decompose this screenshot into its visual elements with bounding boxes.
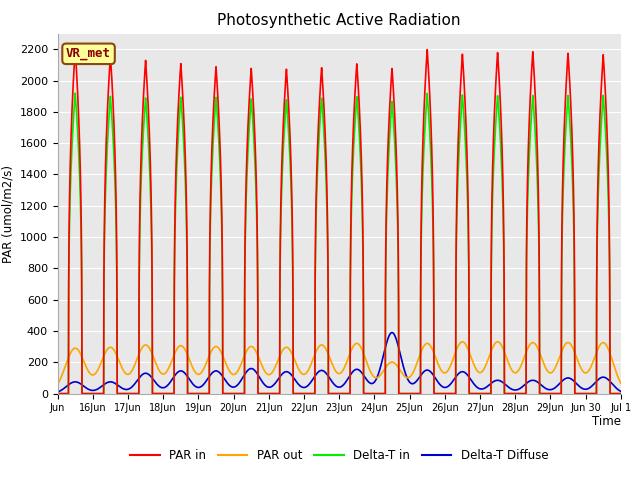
Delta-T in [307, 391, 314, 396]
PAR out [74, 346, 81, 352]
Delta-T Diffuse [200, 382, 207, 387]
Delta-T in [72, 90, 79, 96]
PAR in [307, 391, 314, 396]
Delta-T Diffuse [545, 387, 552, 393]
Delta-T Diffuse [617, 388, 625, 394]
PAR out [477, 370, 484, 375]
PAR out [227, 370, 234, 375]
Delta-T Diffuse [54, 389, 61, 395]
X-axis label: Time: Time [592, 415, 621, 428]
Delta-T in [74, 124, 81, 130]
PAR in [74, 85, 81, 91]
Delta-T in [617, 391, 625, 396]
PAR out [617, 380, 625, 386]
Delta-T Diffuse [307, 380, 314, 386]
PAR out [54, 382, 61, 387]
PAR in [617, 391, 625, 396]
Delta-T Diffuse [477, 386, 484, 392]
Text: VR_met: VR_met [66, 48, 111, 60]
PAR in [72, 47, 79, 52]
PAR out [545, 370, 552, 375]
Title: Photosynthetic Active Radiation: Photosynthetic Active Radiation [218, 13, 461, 28]
Line: Delta-T in: Delta-T in [58, 93, 621, 394]
Delta-T in [200, 391, 207, 396]
Line: PAR in: PAR in [58, 49, 621, 394]
Line: Delta-T Diffuse: Delta-T Diffuse [58, 333, 621, 392]
PAR in [200, 391, 207, 396]
Delta-T Diffuse [388, 330, 396, 336]
PAR out [200, 366, 207, 372]
Delta-T in [545, 391, 552, 396]
Delta-T in [227, 391, 234, 396]
Delta-T Diffuse [227, 384, 234, 389]
Delta-T Diffuse [74, 379, 81, 385]
Line: PAR out: PAR out [58, 342, 621, 384]
PAR in [477, 391, 484, 396]
Delta-T in [477, 391, 484, 396]
PAR in [54, 391, 61, 396]
Y-axis label: PAR (umol/m2/s): PAR (umol/m2/s) [1, 165, 14, 263]
Delta-T in [54, 391, 61, 396]
PAR out [307, 363, 314, 369]
PAR out [493, 339, 501, 345]
PAR in [227, 391, 234, 396]
PAR in [545, 391, 552, 396]
Legend: PAR in, PAR out, Delta-T in, Delta-T Diffuse: PAR in, PAR out, Delta-T in, Delta-T Dif… [125, 444, 553, 467]
